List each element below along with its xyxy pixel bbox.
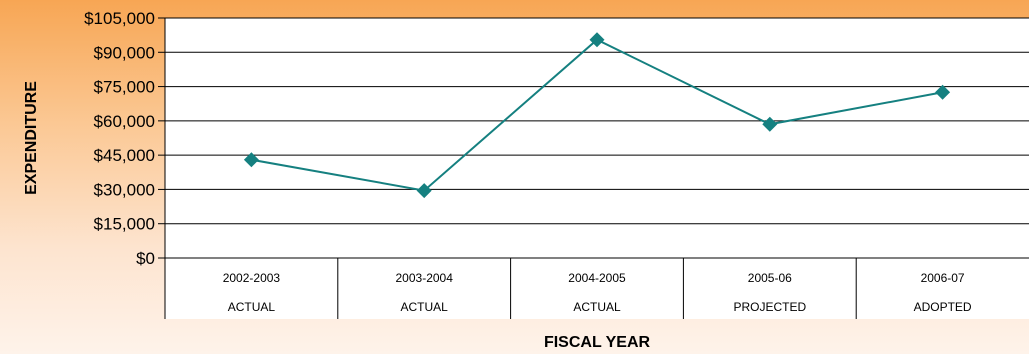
y-tick-label: $75,000 [94, 78, 155, 97]
plot-area [165, 18, 1029, 319]
x-axis-title: FISCAL YEAR [544, 334, 651, 351]
grid-lines [165, 17, 1029, 259]
x-category-year: 2005-06 [748, 271, 792, 285]
data-point-marker [416, 183, 432, 199]
x-category-status: ACTUAL [573, 300, 621, 314]
y-tick-label: $105,000 [84, 9, 155, 28]
x-category-year: 2006-07 [921, 271, 965, 285]
x-category-status: PROJECTED [733, 300, 806, 314]
data-point-marker [935, 84, 951, 100]
y-tick-label: $30,000 [94, 180, 155, 199]
x-category-status: ACTUAL [401, 300, 449, 314]
x-category-year: 2004-2005 [568, 271, 626, 285]
data-point-marker [762, 116, 778, 132]
data-point-marker [589, 32, 605, 48]
y-tick-label: $90,000 [94, 43, 155, 62]
y-axis-title: EXPENDITURE [23, 81, 40, 195]
x-category-status: ACTUAL [228, 300, 276, 314]
x-axis-category-table: 2002-2003 ACTUAL 2003-2004 ACTUAL 2004-2005 A… [223, 258, 972, 319]
y-tick-label: $0 [136, 249, 155, 268]
data-point-marker [243, 152, 259, 168]
y-axis-ticks: $0 $15,000 $30,000 $45,000 $60,000 $75,000 $90… [84, 9, 166, 319]
y-tick-label: $60,000 [94, 112, 155, 131]
x-category-year: 2003-2004 [396, 271, 454, 285]
series-group [243, 32, 951, 199]
y-tick-label: $15,000 [94, 215, 155, 234]
x-category-year: 2002-2003 [223, 271, 281, 285]
y-tick-label: $45,000 [94, 146, 155, 165]
x-category-status: ADOPTED [914, 300, 972, 314]
